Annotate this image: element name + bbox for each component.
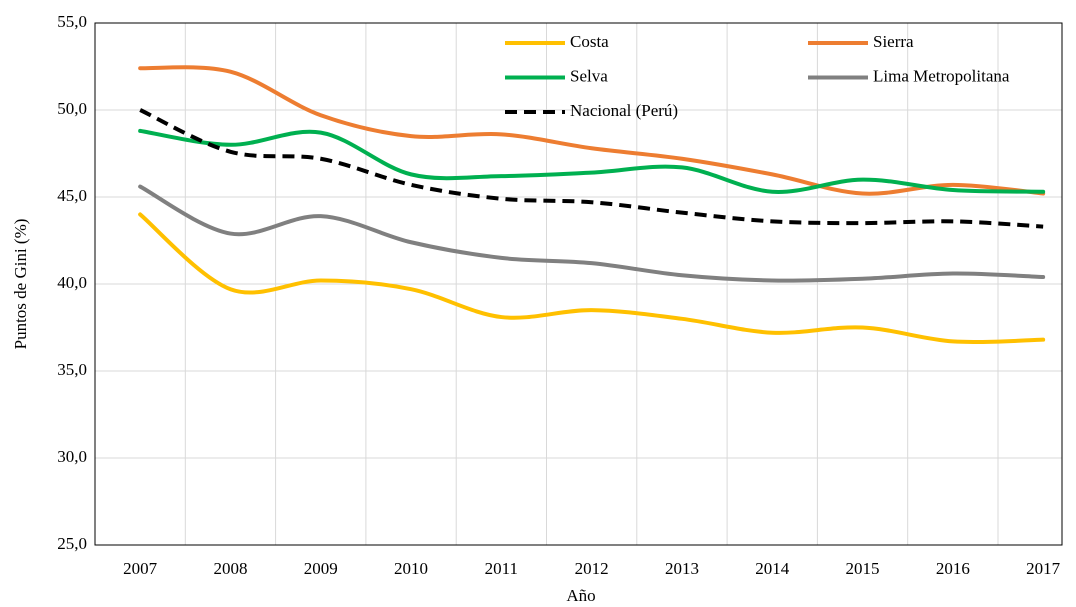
series-line [138,184,1046,283]
y-tick-label: 50,0 [57,99,87,118]
y-tick-label: 45,0 [57,186,87,205]
legend-label: Lima Metropolitana [873,66,1010,85]
x-tick-label: 2014 [755,559,790,578]
x-tick-label: 2015 [846,559,880,578]
x-tick-label: 2017 [1026,559,1061,578]
x-tick-label: 2013 [665,559,699,578]
y-axis-title: Puntos de Gini (%) [11,219,30,350]
y-tick-label: 40,0 [57,273,87,292]
y-tick-label: 30,0 [57,447,87,466]
y-tick-label: 25,0 [57,534,87,553]
y-tick-label: 55,0 [57,12,87,31]
y-tick-label: 35,0 [57,360,87,379]
legend-label: Selva [570,66,608,85]
legend-label: Costa [570,32,609,51]
series-line [139,108,1044,229]
x-tick-label: 2010 [394,559,428,578]
x-tick-label: 2011 [485,559,518,578]
legend-label: Nacional (Perú) [570,101,678,120]
series-line [138,212,1046,345]
x-tick-label: 2009 [304,559,338,578]
x-tick-label: 2008 [213,559,247,578]
x-tick-label: 2016 [936,559,970,578]
x-tick-label: 2012 [575,559,609,578]
plot-border [94,22,1063,546]
series-line [138,65,1046,196]
x-tick-label: 2007 [123,559,158,578]
series-line [138,128,1046,194]
x-axis-title: Año [566,586,595,605]
legend-label: Sierra [873,32,914,51]
